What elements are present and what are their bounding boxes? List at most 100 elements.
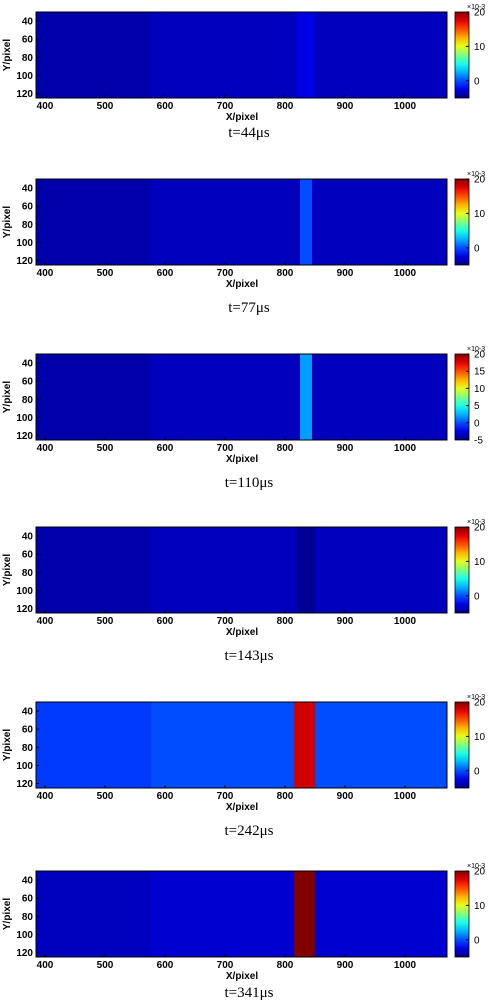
colorbar-exponent: ×10-3 [467,346,485,353]
plot-frame [35,701,448,789]
y-tick-label: 40 [22,17,34,28]
x-tick-label: 1000 [394,616,417,627]
y-tick-label: 80 [22,912,34,923]
heatmap-region [36,527,152,613]
x-tick-label: 500 [97,960,114,971]
panel-caption: t=110μs [225,475,274,491]
y-tick-label: 100 [16,586,33,597]
y-tick-label: 40 [22,184,34,195]
colorbar [454,870,470,958]
x-tick-label: 700 [217,791,234,802]
x-tick-label: 700 [217,616,234,627]
colorbar-tick-label: 10 [474,732,486,743]
y-tick-label: 60 [22,550,34,561]
colorbar-exponent: ×10-3 [467,694,485,701]
colorbar-tick-label: 10 [474,901,486,912]
y-tick-label: 40 [22,359,34,370]
y-tick-label: 80 [22,743,34,754]
panel-3: 400 500 600 700 800 900 1000406080100120X/pixe… [2,346,486,491]
x-tick-label: 600 [157,791,174,802]
panel-caption: t=242μs [224,823,273,839]
x-tick-label: 800 [277,616,294,627]
colorbar-tick-label: 20 [474,175,486,186]
y-tick-label: 120 [16,604,33,615]
y-tick-label: 60 [22,725,34,736]
heatmap-band [294,871,315,957]
x-axis-label: X/pixel [226,454,258,465]
colorbar-exponent: ×10-3 [467,519,485,526]
x-tick-label: 600 [157,960,174,971]
x-tick-label: 400 [37,443,54,454]
y-tick-label: 80 [22,53,34,64]
x-axis-label: X/pixel [226,279,258,290]
x-tick-label: 600 [157,443,174,454]
colorbar-tick-label: 0 [474,935,480,946]
x-tick-label: 600 [157,616,174,627]
colorbar-exponent: ×10-3 [467,863,485,870]
heatmap-band [300,179,312,265]
panel-1: 400 500 600 700 800 900 1000406080100120X/pixe… [2,4,486,141]
y-tick-label: 120 [16,89,33,100]
colorbar-tick-label: 0 [474,591,480,602]
x-tick-label: 400 [37,101,54,112]
colorbar-tick-label: -5 [474,436,483,447]
x-tick-label: 700 [217,268,234,279]
x-tick-label: 900 [337,616,354,627]
x-axis-label: X/pixel [226,971,258,982]
x-tick-label: 500 [97,443,114,454]
x-tick-label: 1000 [394,268,417,279]
y-axis-label: Y/pixel [2,729,13,761]
colorbar [454,353,470,441]
y-axis-label: Y/pixel [2,206,13,238]
y-tick-label: 100 [16,71,33,82]
y-tick-label: 100 [16,761,33,772]
y-tick-label: 80 [22,220,34,231]
x-tick-label: 800 [277,443,294,454]
x-axis-label: X/pixel [226,627,258,638]
x-tick-label: 700 [217,960,234,971]
y-tick-label: 120 [16,948,33,959]
heatmap-region [36,179,152,265]
y-axis-label: Y/pixel [2,554,13,586]
x-tick-label: 1000 [394,960,417,971]
x-tick-label: 800 [277,101,294,112]
plot-frame [35,353,448,441]
colorbar-tick-label: 0 [474,766,480,777]
colorbar [454,701,470,789]
heatmap-band [294,702,315,788]
x-tick-label: 600 [157,268,174,279]
heatmap-band [297,12,315,98]
x-tick-label: 500 [97,616,114,627]
x-tick-label: 400 [37,960,54,971]
y-tick-label: 80 [22,395,34,406]
x-tick-label: 500 [97,791,114,802]
colorbar [454,526,470,614]
heatmap-band [297,527,315,613]
colorbar-tick-label: 0 [474,76,480,87]
colorbar-tick-label: 20 [474,8,486,19]
heatmap-region [36,871,152,957]
x-tick-label: 400 [37,791,54,802]
x-axis-label: X/pixel [226,802,258,813]
plot-frame [35,870,448,958]
heatmap-band [300,354,312,440]
y-axis-label: Y/pixel [2,39,13,71]
plot-frame [35,178,448,266]
x-tick-label: 1000 [394,443,417,454]
colorbar [454,11,470,99]
panel-6: 400 500 600 700 800 900 1000406080100120X/pixe… [2,863,486,1001]
panel-caption: t=44μs [228,125,270,141]
colorbar-exponent: ×10-3 [467,171,485,178]
x-tick-label: 400 [37,616,54,627]
colorbar-tick-label: 20 [474,523,486,534]
x-tick-label: 1000 [394,101,417,112]
panel-caption: t=143μs [224,648,273,664]
y-tick-label: 120 [16,431,33,442]
y-tick-label: 60 [22,377,34,388]
plot-frame [35,526,448,614]
colorbar-tick-label: 10 [474,209,486,220]
x-tick-label: 400 [37,268,54,279]
x-tick-label: 500 [97,101,114,112]
y-tick-label: 80 [22,568,34,579]
